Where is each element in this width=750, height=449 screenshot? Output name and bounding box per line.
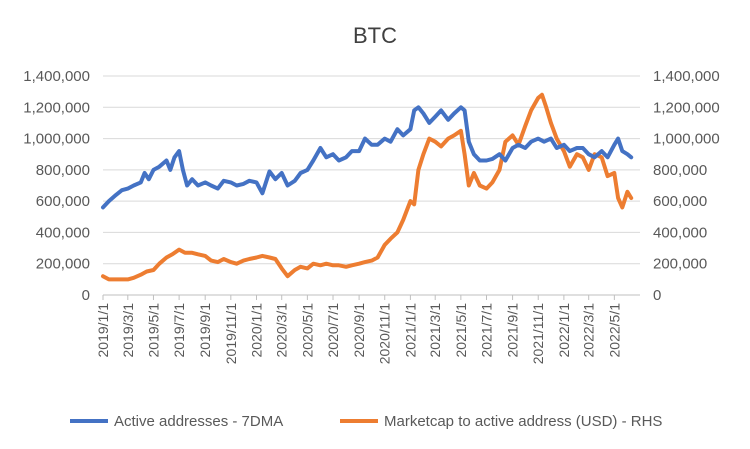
y-axis-left: 0 200,000 400,000 600,000 800,000 1,000,000 1,… bbox=[23, 68, 90, 304]
x-tick-label: 2021/1/1 bbox=[402, 303, 418, 358]
y-tick-label: 1,400,000 bbox=[23, 68, 90, 85]
series-line-1 bbox=[101, 92, 634, 282]
x-tick-label: 2020/11/1 bbox=[377, 303, 393, 364]
y-tick-label: 600,000 bbox=[36, 193, 90, 210]
y2-tick-label: 1,000,000 bbox=[653, 131, 720, 148]
legend: Active addresses - 7DMA Marketcap to act… bbox=[70, 413, 662, 430]
x-tick-label: 2019/9/1 bbox=[197, 303, 213, 358]
y-tick-label: 800,000 bbox=[36, 162, 90, 179]
gridlines bbox=[103, 75, 640, 296]
y-axis-right: 0 200,000 400,000 600,000 800,000 1,000,000 1,… bbox=[653, 68, 720, 304]
x-tick-label: 2020/7/1 bbox=[325, 303, 341, 358]
x-axis: 2019/1/1 2019/3/1 2019/5/1 2019/7/1 2019/9/1… bbox=[95, 294, 640, 364]
chart-title: BTC bbox=[353, 23, 397, 48]
y-tick-label: 400,000 bbox=[36, 224, 90, 241]
y2-tick-label: 200,000 bbox=[653, 256, 707, 273]
x-tick-label: 2019/11/1 bbox=[223, 303, 239, 364]
legend-label-active-addresses: Active addresses - 7DMA bbox=[114, 413, 283, 430]
y2-tick-label: 1,400,000 bbox=[653, 68, 720, 85]
x-tick-label: 2019/1/1 bbox=[95, 303, 111, 358]
y2-tick-label: 600,000 bbox=[653, 193, 707, 210]
series-line-0 bbox=[101, 105, 634, 210]
y2-tick-label: 1,200,000 bbox=[653, 99, 720, 116]
x-tick-label: 2022/5/1 bbox=[606, 303, 622, 358]
y2-tick-label: 800,000 bbox=[653, 162, 707, 179]
x-tick-label: 2022/1/1 bbox=[556, 303, 572, 358]
series-lines bbox=[101, 92, 634, 282]
x-tick-label: 2020/9/1 bbox=[351, 303, 367, 358]
y-tick-label: 1,000,000 bbox=[23, 131, 90, 148]
y-tick-label: 200,000 bbox=[36, 256, 90, 273]
x-tick-label: 2021/7/1 bbox=[479, 303, 495, 358]
x-tick-label: 2020/3/1 bbox=[274, 303, 290, 358]
x-tick-label: 2019/5/1 bbox=[145, 303, 161, 358]
x-tick-label: 2020/1/1 bbox=[248, 303, 264, 358]
x-tick-label: 2022/3/1 bbox=[581, 303, 597, 358]
x-tick-label: 2019/7/1 bbox=[171, 303, 187, 358]
y-tick-label: 1,200,000 bbox=[23, 99, 90, 116]
x-tick-label: 2021/5/1 bbox=[453, 303, 469, 358]
y2-tick-label: 400,000 bbox=[653, 224, 707, 241]
legend-label-marketcap-ratio: Marketcap to active address (USD) - RHS bbox=[384, 413, 662, 430]
y-tick-label: 0 bbox=[82, 287, 90, 304]
x-tick-label: 2021/3/1 bbox=[427, 303, 443, 358]
y2-tick-label: 0 bbox=[653, 287, 661, 304]
x-tick-label: 2020/5/1 bbox=[299, 303, 315, 358]
x-tick-label: 2021/11/1 bbox=[530, 303, 546, 364]
x-tick-label: 2021/9/1 bbox=[505, 303, 521, 358]
x-tick-label: 2019/3/1 bbox=[120, 303, 136, 358]
